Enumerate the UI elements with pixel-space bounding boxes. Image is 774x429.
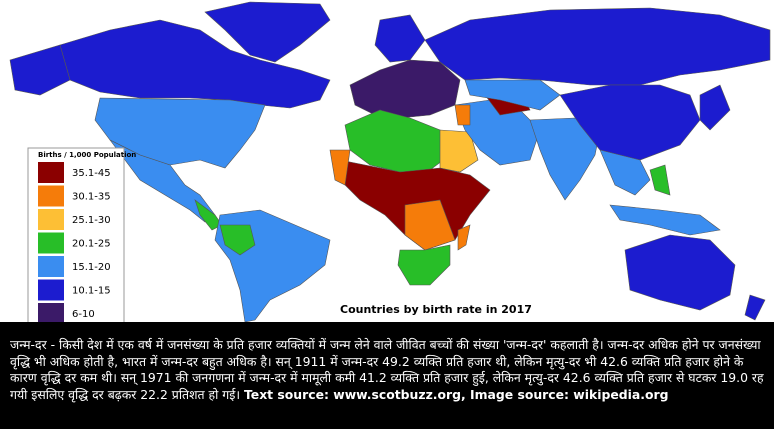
country-region xyxy=(404,199,456,251)
country-region xyxy=(624,234,736,311)
country-region xyxy=(349,59,461,119)
legend-label: 15.1-20 xyxy=(72,262,111,273)
country-region xyxy=(424,7,771,86)
country-region xyxy=(649,164,671,196)
country-region xyxy=(454,104,471,126)
country-region xyxy=(599,149,651,196)
country-region xyxy=(204,1,331,63)
country-region xyxy=(439,129,479,173)
country-region xyxy=(457,224,471,251)
legend-title: Births / 1,000 Population xyxy=(38,151,136,159)
country-region xyxy=(374,14,426,63)
country-region xyxy=(464,79,561,111)
caption-text: जन्म-दर - किसी देश में एक वर्ष में जनसंख… xyxy=(10,337,764,402)
country-region xyxy=(559,84,701,161)
country-region xyxy=(59,19,331,109)
legend-label: 35.1-45 xyxy=(72,168,111,179)
country-region xyxy=(344,109,451,173)
country-region xyxy=(329,149,351,186)
country-region xyxy=(219,224,256,256)
legend-swatch xyxy=(38,209,64,230)
legend-swatch xyxy=(38,162,64,183)
country-region xyxy=(699,84,731,131)
birth-rate-map: Births / 1,000 Population 35.1-45 30.1-35… xyxy=(9,1,771,322)
country-region xyxy=(94,97,266,169)
legend-swatch xyxy=(38,303,64,322)
legend-swatch xyxy=(38,279,64,301)
country-region xyxy=(397,244,451,286)
country-region xyxy=(744,294,766,321)
legend-swatch xyxy=(38,232,64,254)
source: Text source: www.scotbuzz.org, Image sou… xyxy=(243,386,669,402)
country-region xyxy=(609,204,721,236)
country-region xyxy=(194,199,223,231)
legend-swatch xyxy=(38,256,64,277)
legend-label: 20.1-25 xyxy=(72,239,111,250)
legend-label: 6-10 xyxy=(72,309,95,320)
caption: जन्म-दर - किसी देश में एक वर्ष में जनसंख… xyxy=(0,322,774,429)
map-title: Countries by birth rate in 2017 xyxy=(340,303,532,316)
legend-label: 10.1-15 xyxy=(72,286,111,297)
country-region xyxy=(9,44,71,96)
legend-swatch xyxy=(38,185,64,207)
legend-label: 25.1-30 xyxy=(72,215,111,226)
legend-label: 30.1-35 xyxy=(72,192,111,203)
